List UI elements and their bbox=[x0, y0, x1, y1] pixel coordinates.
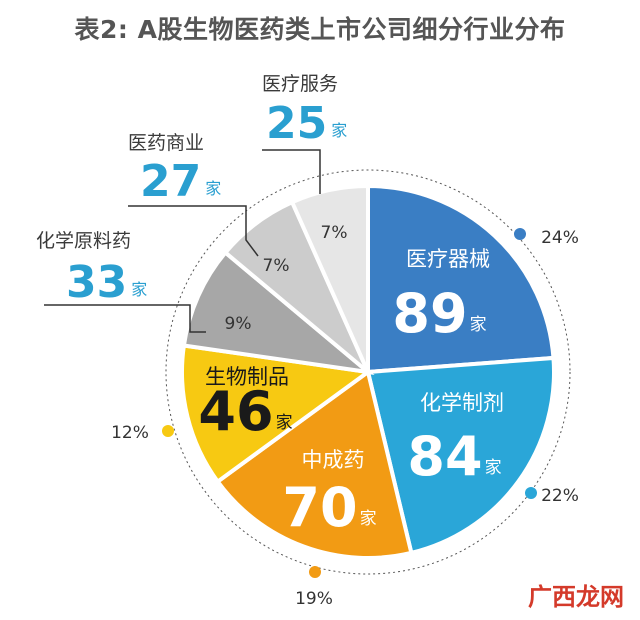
pie-slice bbox=[366, 183, 556, 375]
callout-leader-line bbox=[44, 304, 206, 333]
slice-name-label: 化学制剂 bbox=[420, 391, 504, 415]
pie-slice bbox=[180, 343, 374, 485]
slice-unit-label: 家 bbox=[485, 458, 502, 478]
slice-percent-label: 24% bbox=[541, 228, 579, 248]
slice-count-label: 89 bbox=[392, 282, 467, 345]
slice-count-label: 46 bbox=[198, 380, 273, 443]
slice-percent-label: 7% bbox=[263, 256, 290, 276]
pie-slice bbox=[365, 355, 556, 556]
slice-unit-label: 家 bbox=[276, 413, 293, 433]
slice-name-label: 生物制品 bbox=[205, 365, 289, 389]
watermark: 广西龙网 bbox=[528, 583, 624, 611]
slice-name-label: 医疗器械 bbox=[406, 247, 490, 271]
outer-ring bbox=[165, 169, 571, 575]
callout-unit-label: 家 bbox=[131, 280, 147, 299]
callout-unit-label: 家 bbox=[331, 121, 347, 140]
slice-name-label: 中成药 bbox=[302, 448, 365, 472]
callout-count-label: 33 bbox=[66, 257, 127, 308]
slice-count-label: 70 bbox=[282, 476, 357, 539]
slice-percent-label: 7% bbox=[321, 223, 348, 243]
percent-dot bbox=[162, 425, 174, 437]
pie-slice bbox=[181, 249, 375, 375]
slice-unit-label: 家 bbox=[360, 509, 377, 529]
callout-name-label: 医疗服务 bbox=[262, 73, 338, 95]
pie-slice bbox=[289, 183, 370, 373]
callout-leader-line bbox=[128, 205, 259, 257]
slice-percent-label: 19% bbox=[295, 589, 333, 609]
percent-dot bbox=[514, 228, 526, 240]
callout-unit-label: 家 bbox=[205, 179, 221, 198]
callout-leader-line bbox=[262, 149, 321, 194]
pie-slices bbox=[180, 183, 556, 560]
slice-percent-label: 9% bbox=[225, 314, 252, 334]
pie-slice bbox=[214, 368, 414, 560]
callout-name-label: 化学原料药 bbox=[36, 230, 131, 252]
callout-name-label: 医药商业 bbox=[128, 132, 204, 154]
slice-percent-label: 12% bbox=[111, 423, 149, 443]
slice-percent-label: 22% bbox=[541, 486, 579, 506]
callout-count-label: 25 bbox=[266, 98, 327, 149]
callout-count-label: 27 bbox=[140, 156, 201, 207]
percent-dot bbox=[525, 487, 537, 499]
slice-unit-label: 家 bbox=[470, 315, 487, 335]
percent-dot bbox=[309, 566, 321, 578]
chart-title: 表2: A股生物医药类上市公司细分行业分布 bbox=[74, 15, 566, 44]
slice-count-label: 84 bbox=[407, 425, 482, 488]
outer-ring-circle bbox=[165, 169, 571, 575]
